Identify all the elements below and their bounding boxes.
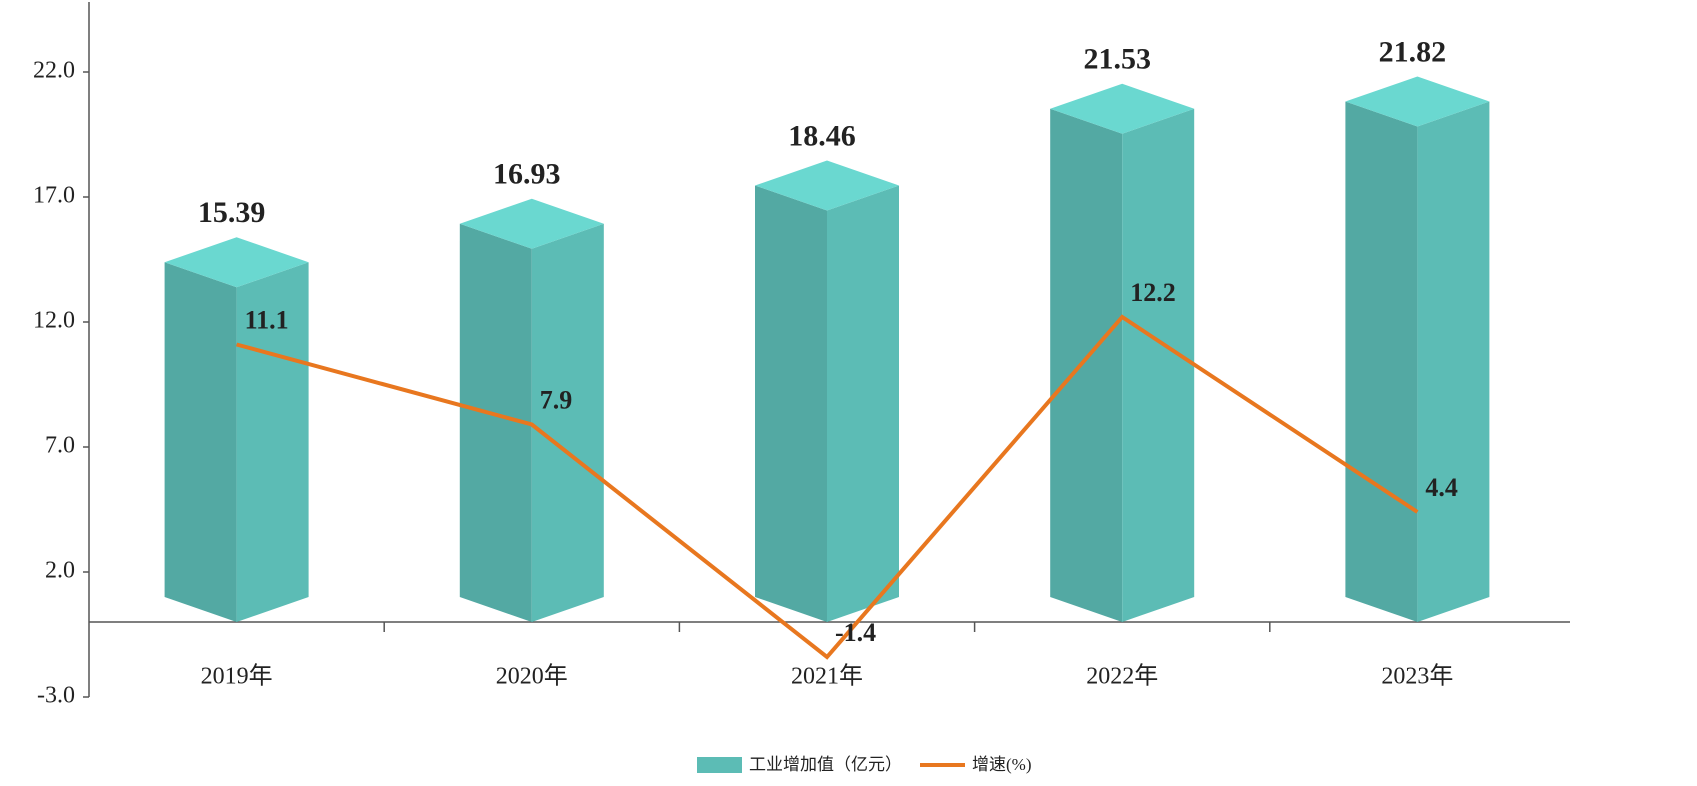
bar-top — [1345, 76, 1490, 127]
bar-value-label: 18.46 — [788, 119, 856, 152]
bar — [164, 237, 309, 622]
x-tick-label: 2021年 — [791, 663, 863, 690]
bar-top — [755, 160, 899, 211]
bar-left-face — [755, 185, 827, 622]
line-value-label: 4.4 — [1425, 473, 1458, 502]
y-tick-label: 22.0 — [33, 58, 75, 84]
bar-value-label: 15.39 — [198, 196, 266, 229]
y-tick-label: 12.0 — [33, 308, 75, 334]
bar-left-face — [164, 262, 237, 622]
line-value-label: 7.9 — [540, 385, 573, 414]
bar-left-face — [1050, 108, 1123, 622]
bar-value-label: 16.93 — [493, 158, 561, 191]
bar-top — [164, 237, 309, 288]
line-value-label: 11.1 — [245, 305, 289, 334]
legend-label: 工业增加值（亿元） — [749, 755, 902, 774]
x-tick-label: 2020年 — [496, 663, 568, 690]
bar — [1345, 76, 1490, 622]
bar-value-label: 21.53 — [1083, 43, 1151, 76]
bar-right-face — [236, 262, 309, 622]
x-tick-label: 2019年 — [201, 663, 273, 690]
bar — [755, 160, 899, 622]
bar-right-face — [1417, 101, 1490, 622]
line-value-label: -1.4 — [835, 618, 876, 647]
bar-right-face — [1122, 108, 1195, 622]
line — [236, 314, 1419, 660]
bar-left-face — [459, 223, 532, 622]
y-tick-label: 17.0 — [33, 183, 75, 209]
legend-label: 增速(%) — [972, 755, 1031, 774]
y-tick-label: 2.0 — [45, 558, 75, 584]
bar-top — [1050, 83, 1195, 134]
bar — [459, 198, 604, 622]
x-tick-label: 2022年 — [1086, 663, 1158, 690]
bar — [1050, 83, 1195, 622]
bar-right-face — [827, 185, 899, 622]
line-value-label: 12.2 — [1130, 278, 1176, 307]
x-tick-label: 2023年 — [1381, 663, 1453, 690]
bar-top — [459, 198, 604, 249]
bar-right-face — [531, 223, 604, 622]
bar-left-face — [1345, 101, 1418, 622]
legend-swatch — [697, 757, 742, 773]
y-tick-label: -3.0 — [37, 683, 75, 709]
y-tick-label: 7.0 — [45, 433, 75, 459]
bar-value-label: 21.82 — [1379, 35, 1447, 68]
